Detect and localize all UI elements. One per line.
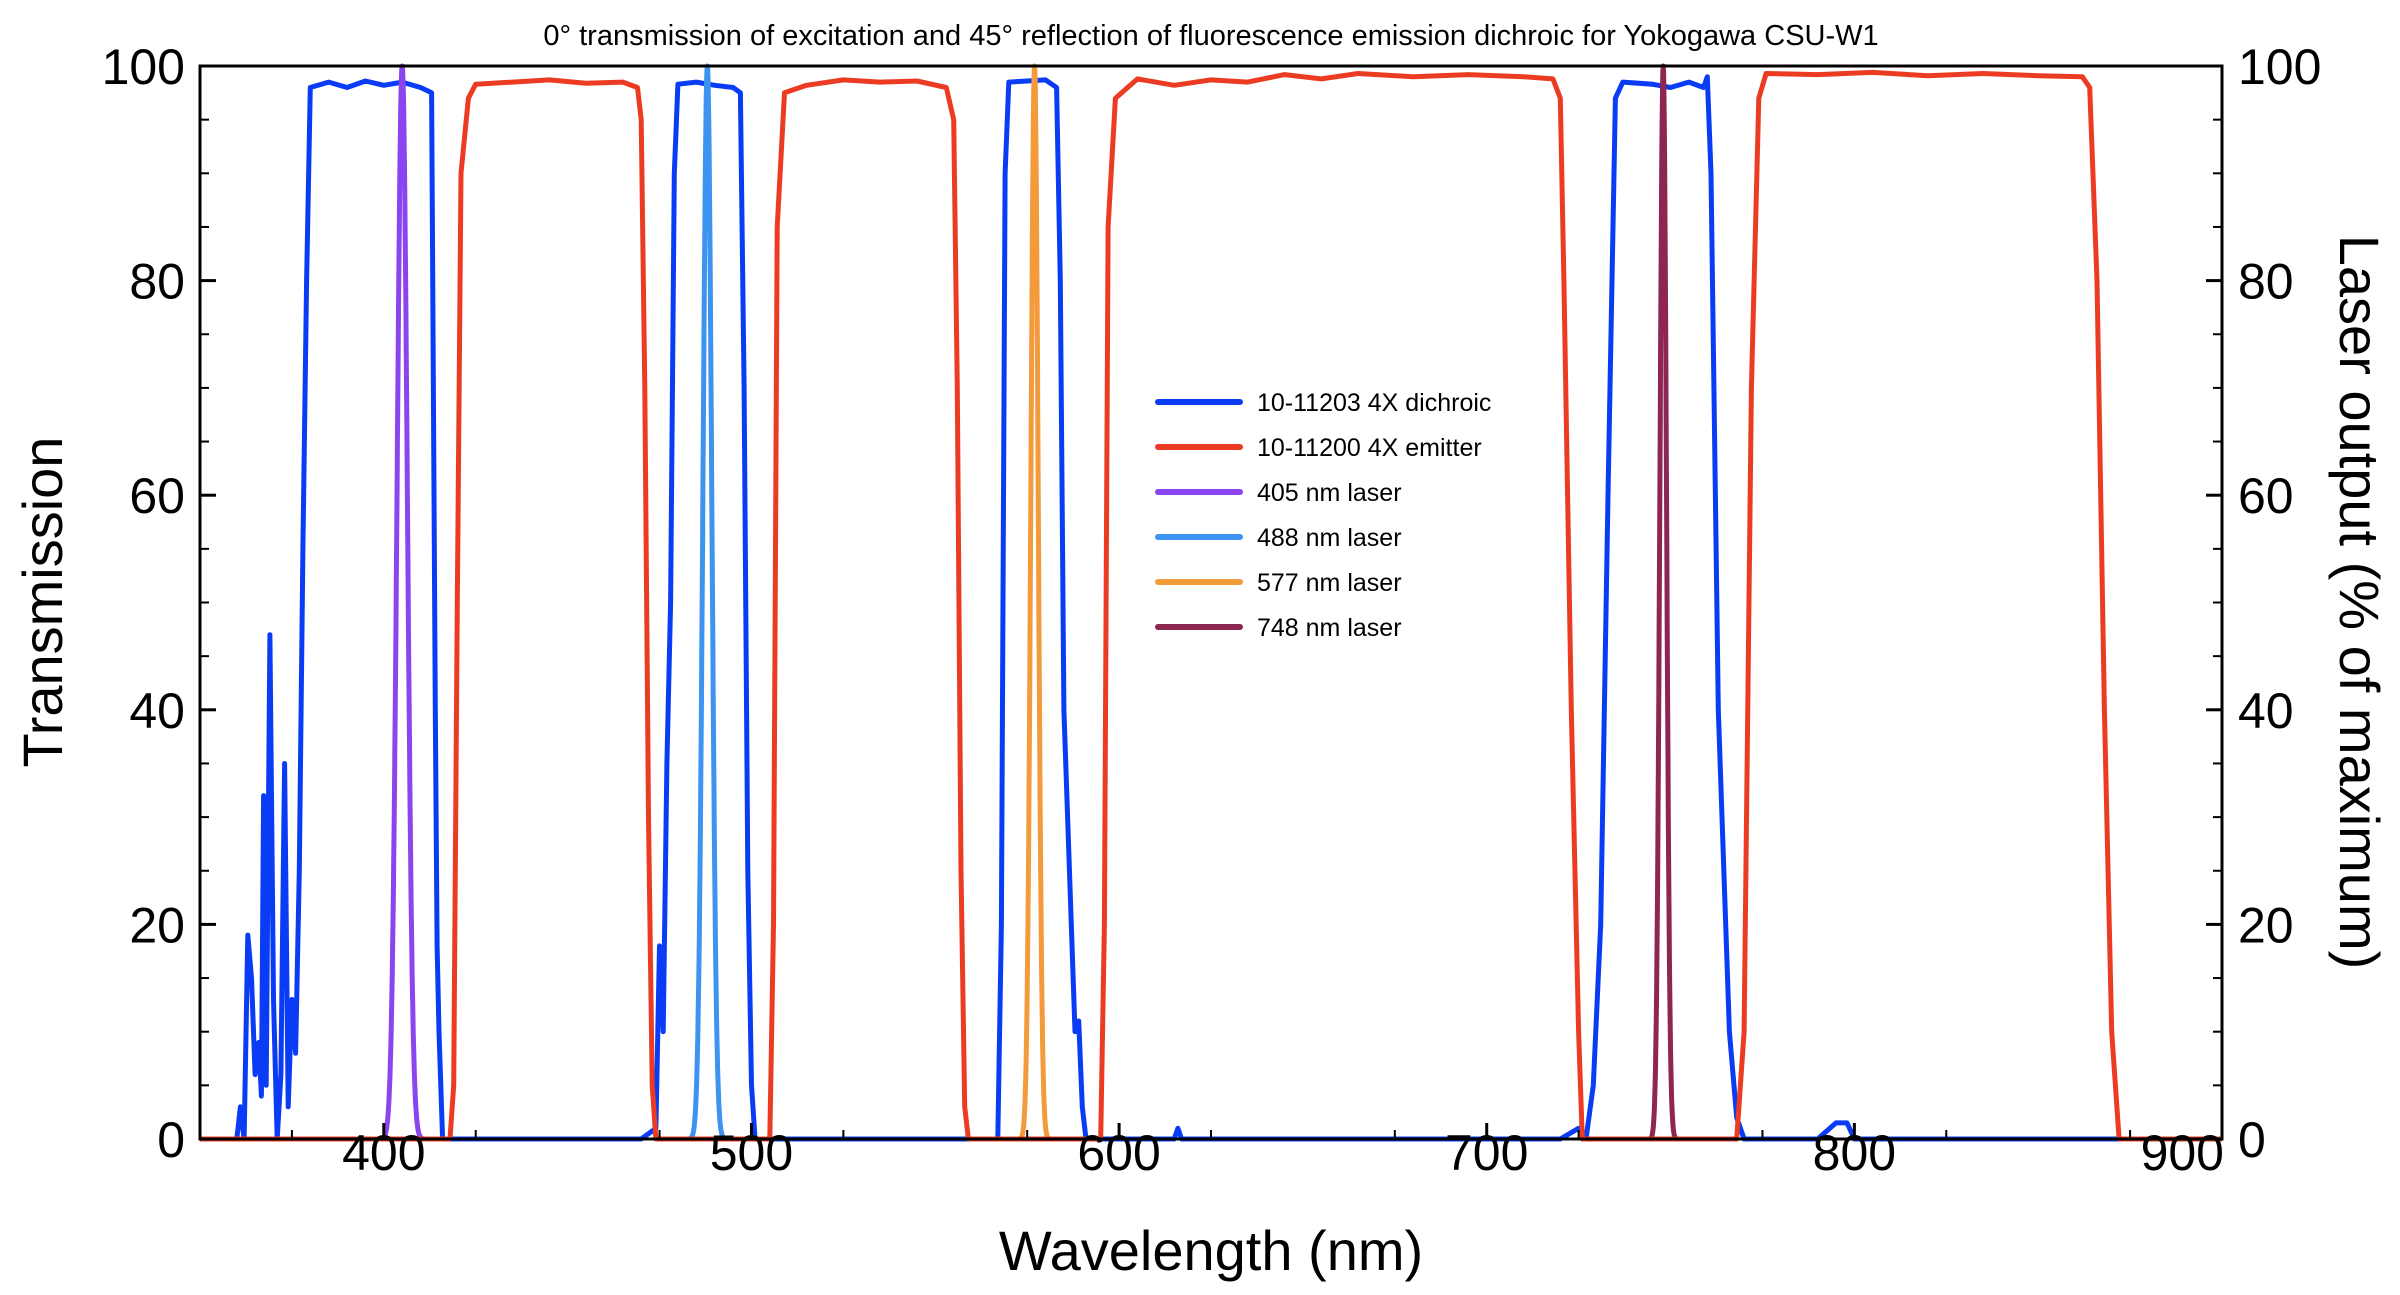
y-axis-label: Transmission <box>11 437 74 768</box>
chart-title: 0° transmission of excitation and 45° re… <box>543 20 1878 52</box>
axis-ticks <box>200 64 2224 1141</box>
y-tick-label: 100 <box>102 39 185 95</box>
y2-tick-labels: 0 20 40 60 80 100 <box>2238 39 2321 1168</box>
y2-tick-label: 80 <box>2238 254 2294 310</box>
y2-axis-label: Laser output (% of maximum) <box>2328 235 2391 969</box>
legend-label: 748 nm laser <box>1257 614 1402 642</box>
x-tick-label: 500 <box>710 1125 793 1181</box>
series-line-748-nm-laser <box>1631 63 1695 1142</box>
y2-tick-label: 60 <box>2238 468 2294 524</box>
series-line-405-nm-laser <box>370 63 434 1142</box>
y-tick-label: 60 <box>129 468 185 524</box>
y2-tick-label: 40 <box>2238 683 2294 739</box>
legend-label: 10-11203 4X dichroic <box>1257 389 1491 417</box>
y-tick-label: 80 <box>129 254 185 310</box>
x-tick-label: 600 <box>1077 1125 1160 1181</box>
x-axis-label: Wavelength (nm) <box>999 1219 1423 1282</box>
x-tick-label: 800 <box>1813 1125 1896 1181</box>
series-line-577-nm-laser <box>1003 63 1066 1142</box>
y2-tick-label: 100 <box>2238 39 2321 95</box>
y2-tick-label: 0 <box>2238 1112 2266 1168</box>
x-tick-labels: 400 500 600 700 800 900 <box>342 1125 2224 1181</box>
plot-frame <box>198 64 2224 1141</box>
x-tick-label: 700 <box>1445 1125 1528 1181</box>
legend-label: 405 nm laser <box>1257 479 1402 507</box>
series-line-10-11200-4x-emitter <box>200 69 2222 1142</box>
curves <box>200 63 2222 1142</box>
y2-tick-label: 20 <box>2238 897 2294 953</box>
x-tick-label: 900 <box>2141 1125 2224 1181</box>
series-line-10-11203-4x-dichroic <box>200 74 2222 1142</box>
y-tick-label: 0 <box>157 1112 185 1168</box>
legend-label: 10-11200 4X emitter <box>1257 434 1482 462</box>
legend-label: 577 nm laser <box>1257 569 1402 597</box>
legend: 10-11203 4X dichroic 10-11200 4X emitter… <box>1155 389 1491 642</box>
y-tick-label: 40 <box>129 683 185 739</box>
y-tick-label: 20 <box>129 897 185 953</box>
legend-label: 488 nm laser <box>1257 524 1402 552</box>
y-tick-labels: 0 20 40 60 80 100 <box>102 39 185 1168</box>
x-tick-label: 400 <box>342 1125 425 1181</box>
series-line-488-nm-laser <box>675 63 739 1142</box>
